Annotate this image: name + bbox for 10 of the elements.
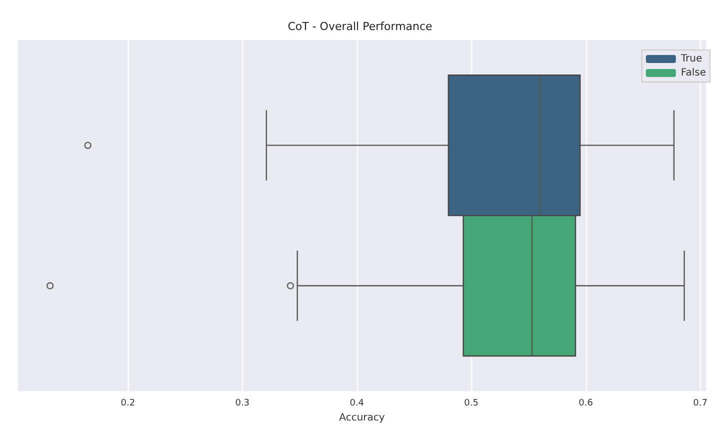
x-tick-label: 0.5 [464, 398, 478, 409]
legend-label: True [680, 54, 702, 64]
x-tick-label: 0.3 [235, 398, 250, 409]
x-tick-label: 0.6 [578, 398, 594, 409]
x-tick-label: 0.2 [120, 398, 136, 409]
legend-label: False [680, 68, 706, 78]
x-axis-title: Accuracy [339, 412, 385, 424]
x-tick-label: 0.4 [350, 398, 364, 409]
x-tick-label: 0.7 [693, 398, 708, 409]
chart-title: CoT - Overall Performance [288, 20, 433, 33]
